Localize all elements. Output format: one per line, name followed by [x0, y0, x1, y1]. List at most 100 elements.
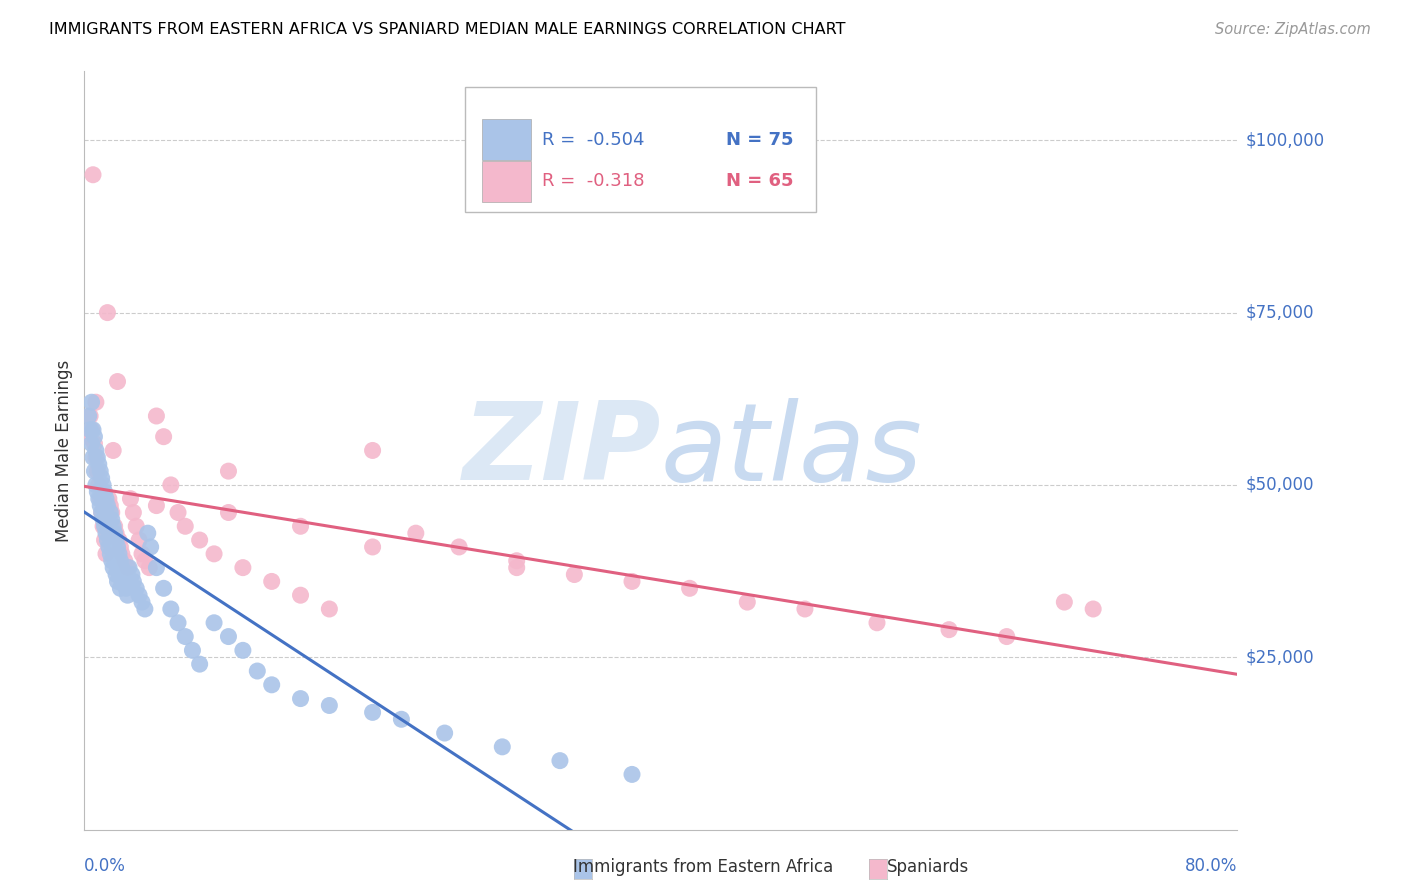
FancyBboxPatch shape — [482, 120, 530, 160]
Point — [218, 464, 240, 478]
Point — [405, 526, 427, 541]
Point — [110, 554, 132, 568]
Point — [391, 712, 413, 726]
Point — [318, 602, 340, 616]
Point — [105, 533, 128, 547]
Point — [91, 478, 114, 492]
Point — [118, 560, 141, 574]
Point — [111, 560, 134, 574]
Point — [89, 499, 111, 513]
Point — [112, 567, 135, 582]
Point — [89, 491, 111, 506]
Point — [131, 595, 153, 609]
Point — [87, 478, 110, 492]
Point — [145, 499, 167, 513]
Point — [97, 491, 120, 506]
Text: N = 75: N = 75 — [725, 130, 793, 149]
Point — [96, 499, 118, 513]
Point — [96, 533, 118, 547]
Text: atlas: atlas — [661, 398, 922, 503]
Text: Immigrants from Eastern Africa: Immigrants from Eastern Africa — [572, 858, 834, 876]
Point — [93, 519, 115, 533]
Point — [122, 574, 145, 589]
Point — [100, 554, 122, 568]
Point — [202, 547, 225, 561]
Point — [866, 615, 889, 630]
Point — [145, 560, 167, 574]
Point — [90, 506, 112, 520]
Point — [260, 678, 283, 692]
Point — [125, 519, 148, 533]
Point — [84, 443, 107, 458]
Text: $50,000: $50,000 — [1246, 476, 1315, 494]
Point — [80, 395, 103, 409]
Point — [86, 450, 108, 465]
Point — [121, 567, 143, 582]
Point — [131, 547, 153, 561]
Point — [115, 582, 138, 596]
Point — [82, 168, 104, 182]
Point — [361, 443, 384, 458]
Point — [152, 582, 174, 596]
Point — [84, 450, 107, 465]
Point — [107, 574, 129, 589]
Point — [218, 506, 240, 520]
Point — [737, 595, 759, 609]
Point — [260, 574, 283, 589]
Point — [449, 540, 471, 554]
Point — [110, 582, 132, 596]
Text: Source: ZipAtlas.com: Source: ZipAtlas.com — [1215, 22, 1371, 37]
Point — [83, 430, 105, 444]
Point — [246, 664, 269, 678]
Point — [86, 464, 108, 478]
Point — [188, 533, 211, 547]
Text: 0.0%: 0.0% — [84, 857, 127, 875]
Point — [679, 582, 702, 596]
Point — [94, 491, 117, 506]
Point — [107, 375, 129, 389]
Point — [87, 457, 110, 471]
Point — [90, 506, 112, 520]
Point — [93, 533, 115, 547]
Point — [77, 409, 100, 423]
Point — [125, 582, 148, 596]
Point — [100, 512, 122, 526]
Point — [108, 547, 131, 561]
Point — [114, 574, 136, 589]
Point — [110, 540, 132, 554]
Point — [433, 726, 456, 740]
Point — [167, 506, 190, 520]
Point — [290, 519, 312, 533]
Point — [84, 478, 107, 492]
Point — [89, 464, 111, 478]
Point — [202, 615, 225, 630]
Point — [938, 623, 960, 637]
Point — [361, 706, 384, 720]
Point — [79, 423, 101, 437]
Point — [79, 409, 101, 423]
Point — [491, 739, 513, 754]
Point — [82, 423, 104, 437]
Point — [105, 526, 128, 541]
Point — [506, 554, 529, 568]
Point — [87, 491, 110, 506]
Point — [139, 540, 162, 554]
Point — [181, 643, 204, 657]
Point — [188, 657, 211, 672]
Point — [84, 395, 107, 409]
Text: R =  -0.318: R = -0.318 — [543, 172, 644, 190]
Text: $100,000: $100,000 — [1246, 131, 1324, 149]
Point — [77, 430, 100, 444]
Point — [174, 630, 197, 644]
Point — [128, 533, 150, 547]
Point — [160, 602, 183, 616]
Point — [506, 560, 529, 574]
Point — [174, 519, 197, 533]
Point — [621, 574, 644, 589]
Point — [167, 615, 190, 630]
Point — [96, 305, 118, 319]
Point — [80, 423, 103, 437]
Text: R =  -0.504: R = -0.504 — [543, 130, 644, 149]
FancyBboxPatch shape — [482, 161, 530, 202]
Text: 80.0%: 80.0% — [1185, 857, 1237, 875]
